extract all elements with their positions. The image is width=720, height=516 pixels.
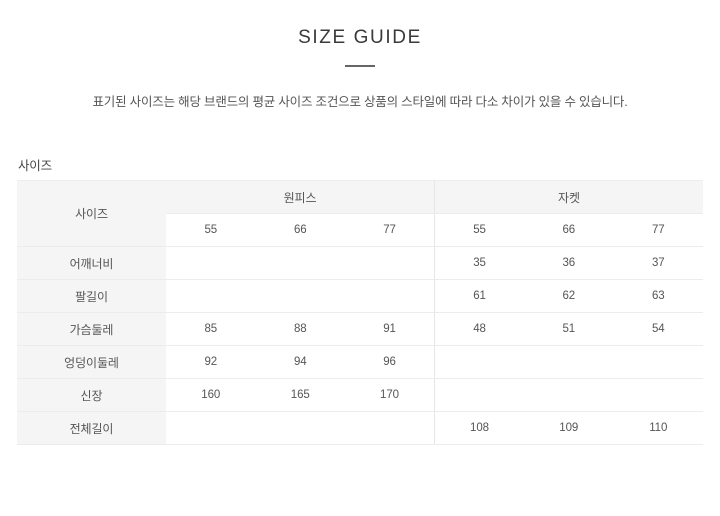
table-cell: 63 <box>613 279 703 313</box>
table-cell <box>613 378 703 412</box>
table-row: 가슴둘레 85 88 91 48 51 54 <box>17 312 703 346</box>
table-cell <box>524 378 614 412</box>
table-cell: 91 <box>345 312 435 346</box>
table-cell: 92 <box>166 345 256 379</box>
table-cell <box>255 279 345 313</box>
page-description: 표기된 사이즈는 해당 브랜드의 평균 사이즈 조건으로 상품의 스타일에 따라… <box>92 94 628 109</box>
table-cell <box>166 246 256 280</box>
table-cell: 62 <box>524 279 614 313</box>
row-label: 가슴둘레 <box>17 312 166 346</box>
table-row: 엉덩이둘레 92 94 96 <box>17 345 703 379</box>
table-cell <box>166 279 256 313</box>
row-label: 팔길이 <box>17 279 166 313</box>
title-divider <box>345 64 375 67</box>
group-header-row: 사이즈 원피스 자켓 <box>17 180 703 247</box>
table-corner-header: 사이즈 <box>17 180 166 247</box>
table-cell: 96 <box>345 345 435 379</box>
table-cell <box>345 279 435 313</box>
table-cell <box>524 345 614 379</box>
table-cell: 48 <box>434 312 524 346</box>
table-cell <box>255 411 345 445</box>
group-header-dress: 원피스 <box>166 180 435 214</box>
table-cell: 108 <box>434 411 524 445</box>
table-cell <box>255 246 345 280</box>
size-header-jacket-77: 77 <box>613 213 703 247</box>
size-header-row: 55 66 77 55 66 77 <box>17 213 703 247</box>
table-cell: 35 <box>434 246 524 280</box>
size-table: 사이즈 원피스 자켓 55 66 77 55 66 77 어깨너비 <box>17 180 703 445</box>
group-header-jacket: 자켓 <box>434 180 703 214</box>
table-row: 어깨너비 35 36 37 <box>17 246 703 280</box>
table-cell: 165 <box>255 378 345 412</box>
table-cell <box>434 345 524 379</box>
table-cell <box>345 411 435 445</box>
table-cell: 88 <box>255 312 345 346</box>
table-cell: 94 <box>255 345 345 379</box>
row-label: 전체길이 <box>17 411 166 445</box>
row-label: 어깨너비 <box>17 246 166 280</box>
table-cell: 51 <box>524 312 614 346</box>
size-header-dress-77: 77 <box>345 213 435 247</box>
size-header-jacket-66: 66 <box>524 213 614 247</box>
size-header-dress-55: 55 <box>166 213 256 247</box>
size-table-head: 사이즈 원피스 자켓 55 66 77 55 66 77 <box>17 180 703 247</box>
size-header-dress-66: 66 <box>255 213 345 247</box>
title-block: SIZE GUIDE 표기된 사이즈는 해당 브랜드의 평균 사이즈 조건으로 … <box>0 0 720 112</box>
table-cell: 109 <box>524 411 614 445</box>
table-cell: 170 <box>345 378 435 412</box>
page-title: SIZE GUIDE <box>298 27 422 48</box>
row-label: 엉덩이둘레 <box>17 345 166 379</box>
size-header-jacket-55: 55 <box>434 213 524 247</box>
table-cell: 37 <box>613 246 703 280</box>
table-cell <box>434 378 524 412</box>
table-cell: 85 <box>166 312 256 346</box>
table-cell: 54 <box>613 312 703 346</box>
table-cell: 110 <box>613 411 703 445</box>
table-cell: 36 <box>524 246 614 280</box>
table-cell <box>166 411 256 445</box>
table-row: 전체길이 108 109 110 <box>17 411 703 445</box>
table-row: 신장 160 165 170 <box>17 378 703 412</box>
size-table-container: 사이즈 원피스 자켓 55 66 77 55 66 77 어깨너비 <box>17 180 703 445</box>
size-table-body: 어깨너비 35 36 37 팔길이 61 62 63 <box>17 246 703 445</box>
section-label: 사이즈 <box>18 159 52 173</box>
table-row: 팔길이 61 62 63 <box>17 279 703 313</box>
row-label: 신장 <box>17 378 166 412</box>
table-cell: 160 <box>166 378 256 412</box>
table-cell <box>613 345 703 379</box>
table-cell: 61 <box>434 279 524 313</box>
table-cell <box>345 246 435 280</box>
